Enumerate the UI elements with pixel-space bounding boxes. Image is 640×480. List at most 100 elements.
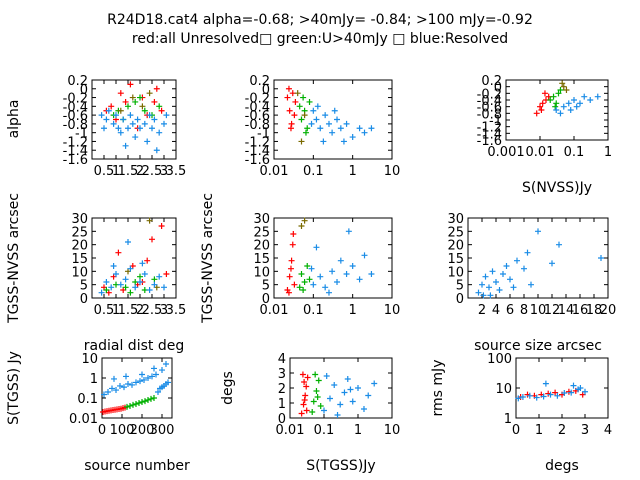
data-point-blue	[340, 138, 347, 145]
data-point-green	[550, 93, 557, 100]
data-point-red	[291, 112, 298, 119]
data-point-blue	[356, 125, 363, 132]
data-point-blue	[117, 129, 124, 136]
data-point-blue	[156, 273, 163, 280]
data-point-blue	[325, 120, 332, 127]
figure-title-line-1: R24D18.cat4 alpha=-0.68; >40mJy= -0.84; …	[107, 12, 533, 28]
data-point-dark	[560, 83, 567, 90]
data-point-red	[286, 107, 293, 114]
data-point-blue	[113, 387, 119, 394]
y-axis-label: alpha	[6, 100, 22, 139]
data-point-blue	[560, 103, 567, 110]
data-point-blue	[149, 125, 155, 132]
data-point-blue	[582, 388, 588, 395]
data-point-blue	[507, 276, 513, 283]
data-point-blue	[144, 138, 151, 145]
x-axis-label: source number	[84, 458, 190, 474]
y-tick-label: 100	[487, 352, 512, 367]
y-tick-label: -0.2	[63, 92, 88, 107]
y-tick-label: 15	[253, 252, 270, 267]
data-point-red	[153, 85, 160, 92]
y-tick-label: 1	[90, 372, 98, 387]
data-point-blue	[568, 389, 575, 396]
data-point-blue	[368, 125, 375, 132]
y-tick-label: 10	[81, 352, 98, 367]
y-tick-label: -1.2	[477, 121, 502, 136]
x-tick-label: 2	[478, 303, 486, 318]
data-point-blue	[165, 379, 171, 386]
data-point-blue	[347, 386, 354, 393]
data-point-blue	[349, 134, 356, 141]
data-point-red	[108, 103, 115, 110]
data-point-green	[137, 94, 143, 101]
plot-frame	[289, 357, 393, 419]
data-point-blue	[479, 281, 485, 288]
data-point-blue	[113, 271, 119, 277]
data-point-blue	[127, 112, 134, 119]
data-point-blue	[151, 365, 157, 372]
data-point-blue	[322, 284, 329, 291]
data-point-blue	[500, 271, 506, 277]
data-point-green	[124, 403, 130, 410]
x-tick-label: 0.001	[487, 145, 524, 160]
data-point-blue	[153, 371, 159, 378]
data-point-green	[296, 284, 303, 291]
y-tick-label: -1.4	[63, 144, 88, 159]
x-tick-label: 4	[492, 303, 500, 318]
data-point-blue	[117, 281, 124, 288]
y-tick-label: 0	[456, 292, 464, 307]
y-tick-label: -1.6	[477, 134, 502, 149]
data-point-red	[304, 374, 311, 381]
data-point-red	[298, 410, 305, 417]
y-tick-label: -1.6	[245, 153, 270, 168]
data-point-blue	[554, 392, 561, 399]
x-axis-label: radial dist deg	[84, 338, 184, 354]
x-axis-label: S(NVSS)Jy	[522, 180, 592, 196]
data-point-red	[552, 389, 559, 396]
x-tick-label: 8	[520, 303, 528, 318]
data-point-dark	[129, 94, 136, 101]
data-point-dark	[298, 223, 305, 229]
x-axis-label: source size arcsec	[474, 338, 602, 354]
data-point-blue	[567, 107, 574, 113]
y-tick-label: -0.2	[477, 87, 502, 102]
y-tick-label: 30	[447, 212, 464, 227]
data-point-blue	[321, 407, 327, 414]
data-point-blue	[475, 289, 482, 296]
data-point-green	[133, 401, 139, 408]
x-tick-label: 300	[150, 423, 175, 438]
data-point-red	[286, 273, 293, 280]
data-point-green	[125, 103, 131, 110]
data-point-red	[287, 265, 294, 272]
data-point-blue	[549, 260, 555, 267]
data-point-blue	[489, 268, 496, 275]
y-tick-label: 0.2	[481, 74, 502, 89]
data-point-blue	[146, 287, 153, 293]
data-point-red	[303, 407, 310, 414]
data-point-blue	[343, 120, 350, 127]
data-point-red	[115, 249, 122, 256]
data-point-red	[539, 100, 546, 107]
data-point-green	[315, 377, 322, 384]
y-tick-label: -1.2	[63, 135, 88, 150]
data-point-dark	[146, 217, 153, 224]
y-tick-label: 20	[71, 239, 88, 254]
data-point-blue	[331, 107, 338, 114]
y-tick-label: 5	[456, 279, 464, 294]
data-point-blue	[519, 394, 526, 401]
scatter-panels-grid: 0.511.522.533.50.20-0.2-0.4-0.6-0.8-1-1.…	[6, 74, 616, 474]
data-point-green	[151, 395, 157, 401]
y-tick-label: 1	[278, 397, 286, 412]
data-point-blue	[163, 361, 169, 368]
y-axis-label: TGSS-NVSS arcsec	[6, 193, 22, 324]
data-point-blue	[108, 284, 115, 291]
data-point-blue	[341, 389, 348, 396]
data-point-red	[149, 236, 155, 243]
data-point-blue	[521, 265, 527, 272]
data-point-blue	[557, 110, 564, 117]
figure-title-line-2: red:all Unresolved□ green:U>40mJy □ blue…	[132, 31, 508, 47]
data-point-green	[306, 98, 313, 105]
data-point-blue	[535, 228, 541, 235]
x-tick-label: 200	[130, 423, 155, 438]
data-point-green	[142, 398, 148, 405]
